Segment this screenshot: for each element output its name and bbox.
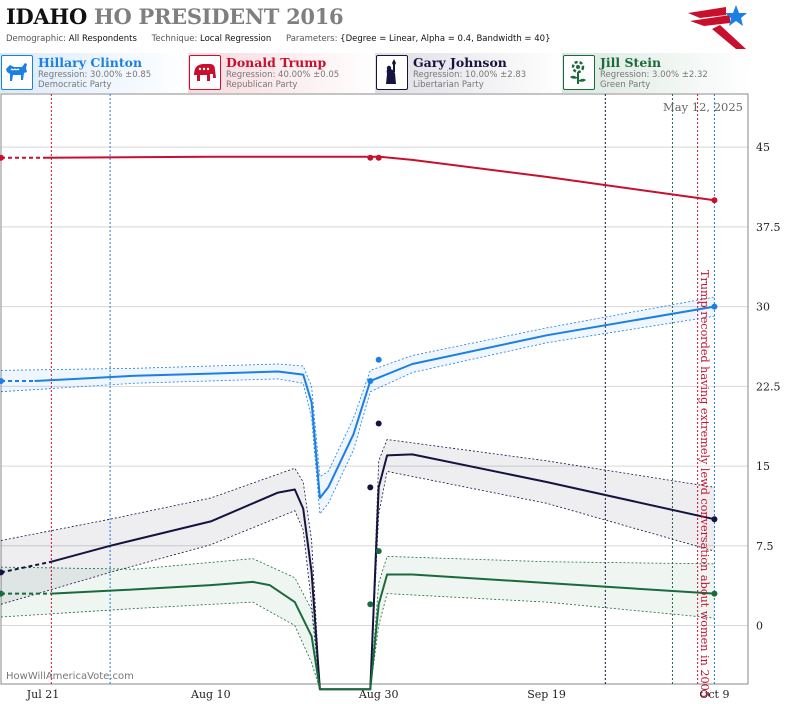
legend-item-stein: Jill Stein Regression: 3.00% ±2.32 Green… — [562, 53, 750, 93]
candidate-regression: Regression: 10.00% ±2.83 — [413, 70, 527, 80]
chart-header: IDAHO HO PRESIDENT 2016 Demographic: All… — [0, 0, 789, 52]
grid-lines — [1, 146, 748, 627]
series-line — [34, 305, 715, 499]
poll-point — [367, 378, 374, 385]
confidence-bands — [0, 296, 715, 690]
band-lower-line — [0, 470, 715, 690]
poll-points — [0, 154, 718, 608]
y-tick-label: 7.5 — [756, 540, 774, 553]
elephant-icon — [189, 55, 221, 90]
legend-item-clinton: Hillary Clinton Regression: 30.00% ±0.85… — [0, 53, 188, 93]
event-annotation: Trump recorded having extremely lewd con… — [698, 270, 711, 698]
candidate-party: Republican Party — [226, 80, 298, 90]
x-tick-label: Jul 21 — [26, 688, 60, 701]
poll-point — [0, 569, 4, 576]
x-tick-label: Sep 19 — [527, 688, 566, 701]
poll-point — [375, 356, 382, 363]
poll-point — [0, 154, 4, 161]
poll-point — [711, 197, 718, 204]
y-tick-label: 15 — [756, 460, 770, 473]
candidate-regression: Regression: 3.00% ±2.32 — [600, 70, 708, 80]
candidate-regression: Regression: 30.00% ±0.85 — [38, 70, 152, 80]
series-line — [42, 155, 715, 202]
y-tick-label: 0 — [756, 620, 763, 633]
candidate-name: Hillary Clinton — [38, 55, 143, 70]
band-upper-line — [0, 555, 715, 690]
demographic-label: Demographic: — [6, 34, 67, 44]
poll-point — [375, 420, 382, 427]
x-tick-label: Aug 10 — [190, 688, 231, 701]
parameters-line: Demographic: All Respondents Technique: … — [6, 34, 562, 44]
poll-point — [367, 154, 374, 161]
poll-point — [711, 590, 718, 597]
series-lines — [0, 155, 715, 691]
candidate-name: Gary Johnson — [413, 55, 507, 70]
series-line — [51, 453, 715, 691]
parameters-label: Parameters: — [285, 34, 338, 44]
parameters-value: {Degree = Linear, Alpha = 0.4, Bandwidth… — [340, 34, 551, 44]
y-tick-labels: 0 7.5 15 22.5 30 37.5 45 — [756, 141, 781, 632]
legend-item-trump: Donald Trump Regression: 40.00% ±0.05 Re… — [188, 53, 376, 93]
poll-point — [711, 303, 718, 310]
y-tick-label: 37.5 — [756, 221, 781, 234]
poll-point — [0, 590, 4, 597]
series-line-lead — [0, 560, 52, 574]
donkey-icon — [1, 55, 33, 90]
candidate-regression: Regression: 40.00% ±0.05 — [226, 70, 340, 80]
sunflower-icon — [563, 55, 595, 90]
title-race: HO PRESIDENT 2016 — [93, 4, 344, 29]
liberty-torch-icon — [376, 55, 408, 90]
site-logo-icon — [688, 5, 747, 49]
demographic-value: All Respondents — [68, 34, 137, 44]
poll-point — [367, 484, 374, 491]
x-tick-label: Aug 30 — [358, 688, 399, 701]
x-tick-label: Oct 9 — [699, 688, 729, 701]
poll-point — [375, 548, 382, 555]
title-state: IDAHO — [6, 4, 87, 29]
band-upper-line — [0, 296, 715, 478]
poll-point — [0, 378, 4, 385]
candidate-party: Democratic Party — [38, 80, 112, 90]
candidate-name: Jill Stein — [600, 55, 662, 70]
candidate-legend: Hillary Clinton Regression: 30.00% ±0.85… — [0, 53, 789, 93]
band-lower-line — [0, 315, 715, 515]
technique-label: Technique: — [151, 34, 198, 44]
chart-date: May 12, 2025 — [663, 100, 743, 114]
series-line — [51, 573, 715, 691]
page-title: IDAHO HO PRESIDENT 2016 — [6, 4, 344, 29]
plot-area-frame — [0, 93, 749, 685]
candidate-name: Donald Trump — [226, 55, 327, 70]
band-upper-line — [0, 439, 715, 690]
confidence-band — [1, 556, 715, 690]
x-tick-labels: Jul 21 Aug 10 Aug 30 Sep 19 Oct 9 — [26, 688, 730, 701]
y-tick-label: 30 — [756, 301, 770, 314]
poll-point — [375, 154, 382, 161]
legend-item-johnson: Gary Johnson Regression: 10.00% ±2.83 Li… — [375, 53, 563, 93]
watermark: HowWillAmericaVote.com — [6, 671, 134, 682]
y-tick-label: 22.5 — [756, 380, 781, 393]
y-tick-label: 45 — [756, 141, 770, 154]
candidate-party: Green Party — [600, 80, 651, 90]
poll-point — [711, 516, 718, 523]
poll-point — [367, 601, 374, 608]
candidate-party: Libertarian Party — [413, 80, 484, 90]
technique-value: Local Regression — [200, 34, 272, 44]
